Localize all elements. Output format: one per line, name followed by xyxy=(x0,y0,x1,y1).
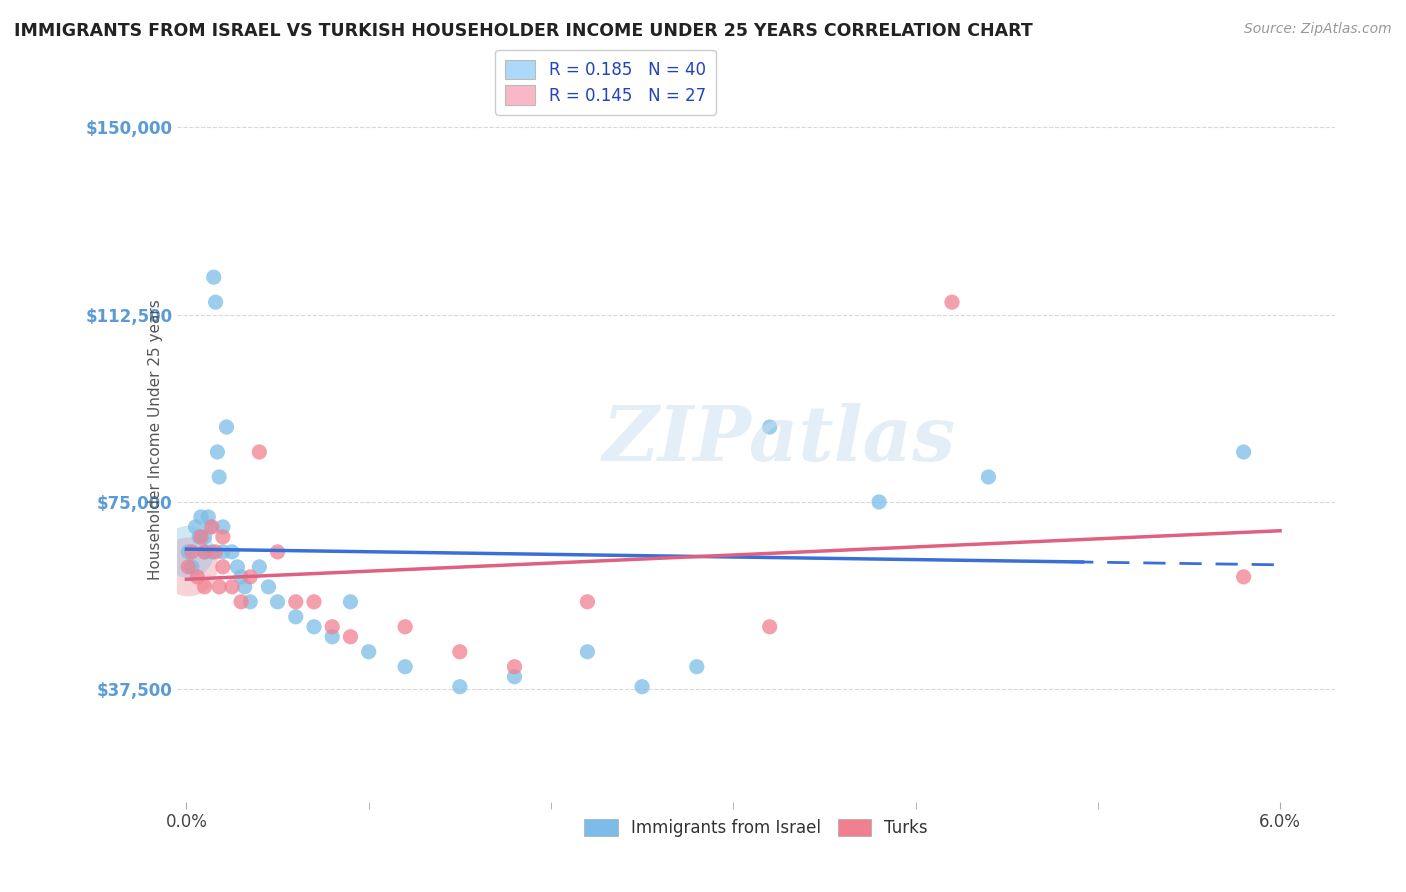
Point xyxy=(758,620,780,634)
Point xyxy=(394,620,416,634)
Point xyxy=(202,270,225,285)
Point xyxy=(190,510,212,524)
Point xyxy=(229,570,252,584)
Point xyxy=(221,545,243,559)
Text: ZIPatlas: ZIPatlas xyxy=(603,402,956,476)
Point xyxy=(198,520,221,534)
Point xyxy=(184,520,207,534)
Point xyxy=(266,545,288,559)
Point xyxy=(201,520,224,534)
Point xyxy=(194,580,217,594)
Point xyxy=(449,680,471,694)
Point xyxy=(631,680,654,694)
Point xyxy=(177,545,200,559)
Point xyxy=(177,559,200,574)
Point xyxy=(212,559,235,574)
Point xyxy=(266,595,288,609)
Point xyxy=(194,545,217,559)
Point xyxy=(247,445,270,459)
Legend: Immigrants from Israel, Turks: Immigrants from Israel, Turks xyxy=(578,813,935,844)
Point xyxy=(207,445,229,459)
Point xyxy=(321,630,343,644)
Point xyxy=(190,530,212,544)
Point xyxy=(194,545,217,559)
Point xyxy=(321,620,343,634)
Point xyxy=(212,530,235,544)
Point xyxy=(239,595,262,609)
Point xyxy=(233,580,256,594)
Point xyxy=(576,645,599,659)
Point xyxy=(357,645,380,659)
Point xyxy=(284,609,307,624)
Point xyxy=(204,545,226,559)
Point xyxy=(208,580,231,594)
Y-axis label: Householder Income Under 25 years: Householder Income Under 25 years xyxy=(149,299,163,580)
Point xyxy=(394,659,416,673)
Point xyxy=(339,630,361,644)
Point xyxy=(302,620,325,634)
Point xyxy=(449,645,471,659)
Point xyxy=(941,295,963,310)
Point xyxy=(686,659,709,673)
Point xyxy=(194,530,217,544)
Point xyxy=(1233,445,1256,459)
Point xyxy=(339,595,361,609)
Text: IMMIGRANTS FROM ISRAEL VS TURKISH HOUSEHOLDER INCOME UNDER 25 YEARS CORRELATION : IMMIGRANTS FROM ISRAEL VS TURKISH HOUSEH… xyxy=(14,22,1033,40)
Point xyxy=(197,510,219,524)
Point xyxy=(221,580,243,594)
Point xyxy=(977,470,1000,484)
Point xyxy=(177,545,200,559)
Point xyxy=(576,595,599,609)
Point xyxy=(239,570,262,584)
Point xyxy=(868,495,890,509)
Point xyxy=(503,670,526,684)
Point xyxy=(229,595,252,609)
Point xyxy=(208,470,231,484)
Point xyxy=(226,559,249,574)
Point xyxy=(180,545,202,559)
Point xyxy=(503,659,526,673)
Point xyxy=(215,420,238,434)
Point xyxy=(758,420,780,434)
Point xyxy=(212,520,235,534)
Text: Source: ZipAtlas.com: Source: ZipAtlas.com xyxy=(1244,22,1392,37)
Point xyxy=(257,580,280,594)
Point xyxy=(186,570,208,584)
Point xyxy=(1233,570,1256,584)
Point xyxy=(180,559,202,574)
Point xyxy=(212,545,235,559)
Point xyxy=(188,530,211,544)
Point xyxy=(247,559,270,574)
Point xyxy=(177,559,200,574)
Point xyxy=(201,545,224,559)
Point xyxy=(302,595,325,609)
Point xyxy=(284,595,307,609)
Point xyxy=(204,295,226,310)
